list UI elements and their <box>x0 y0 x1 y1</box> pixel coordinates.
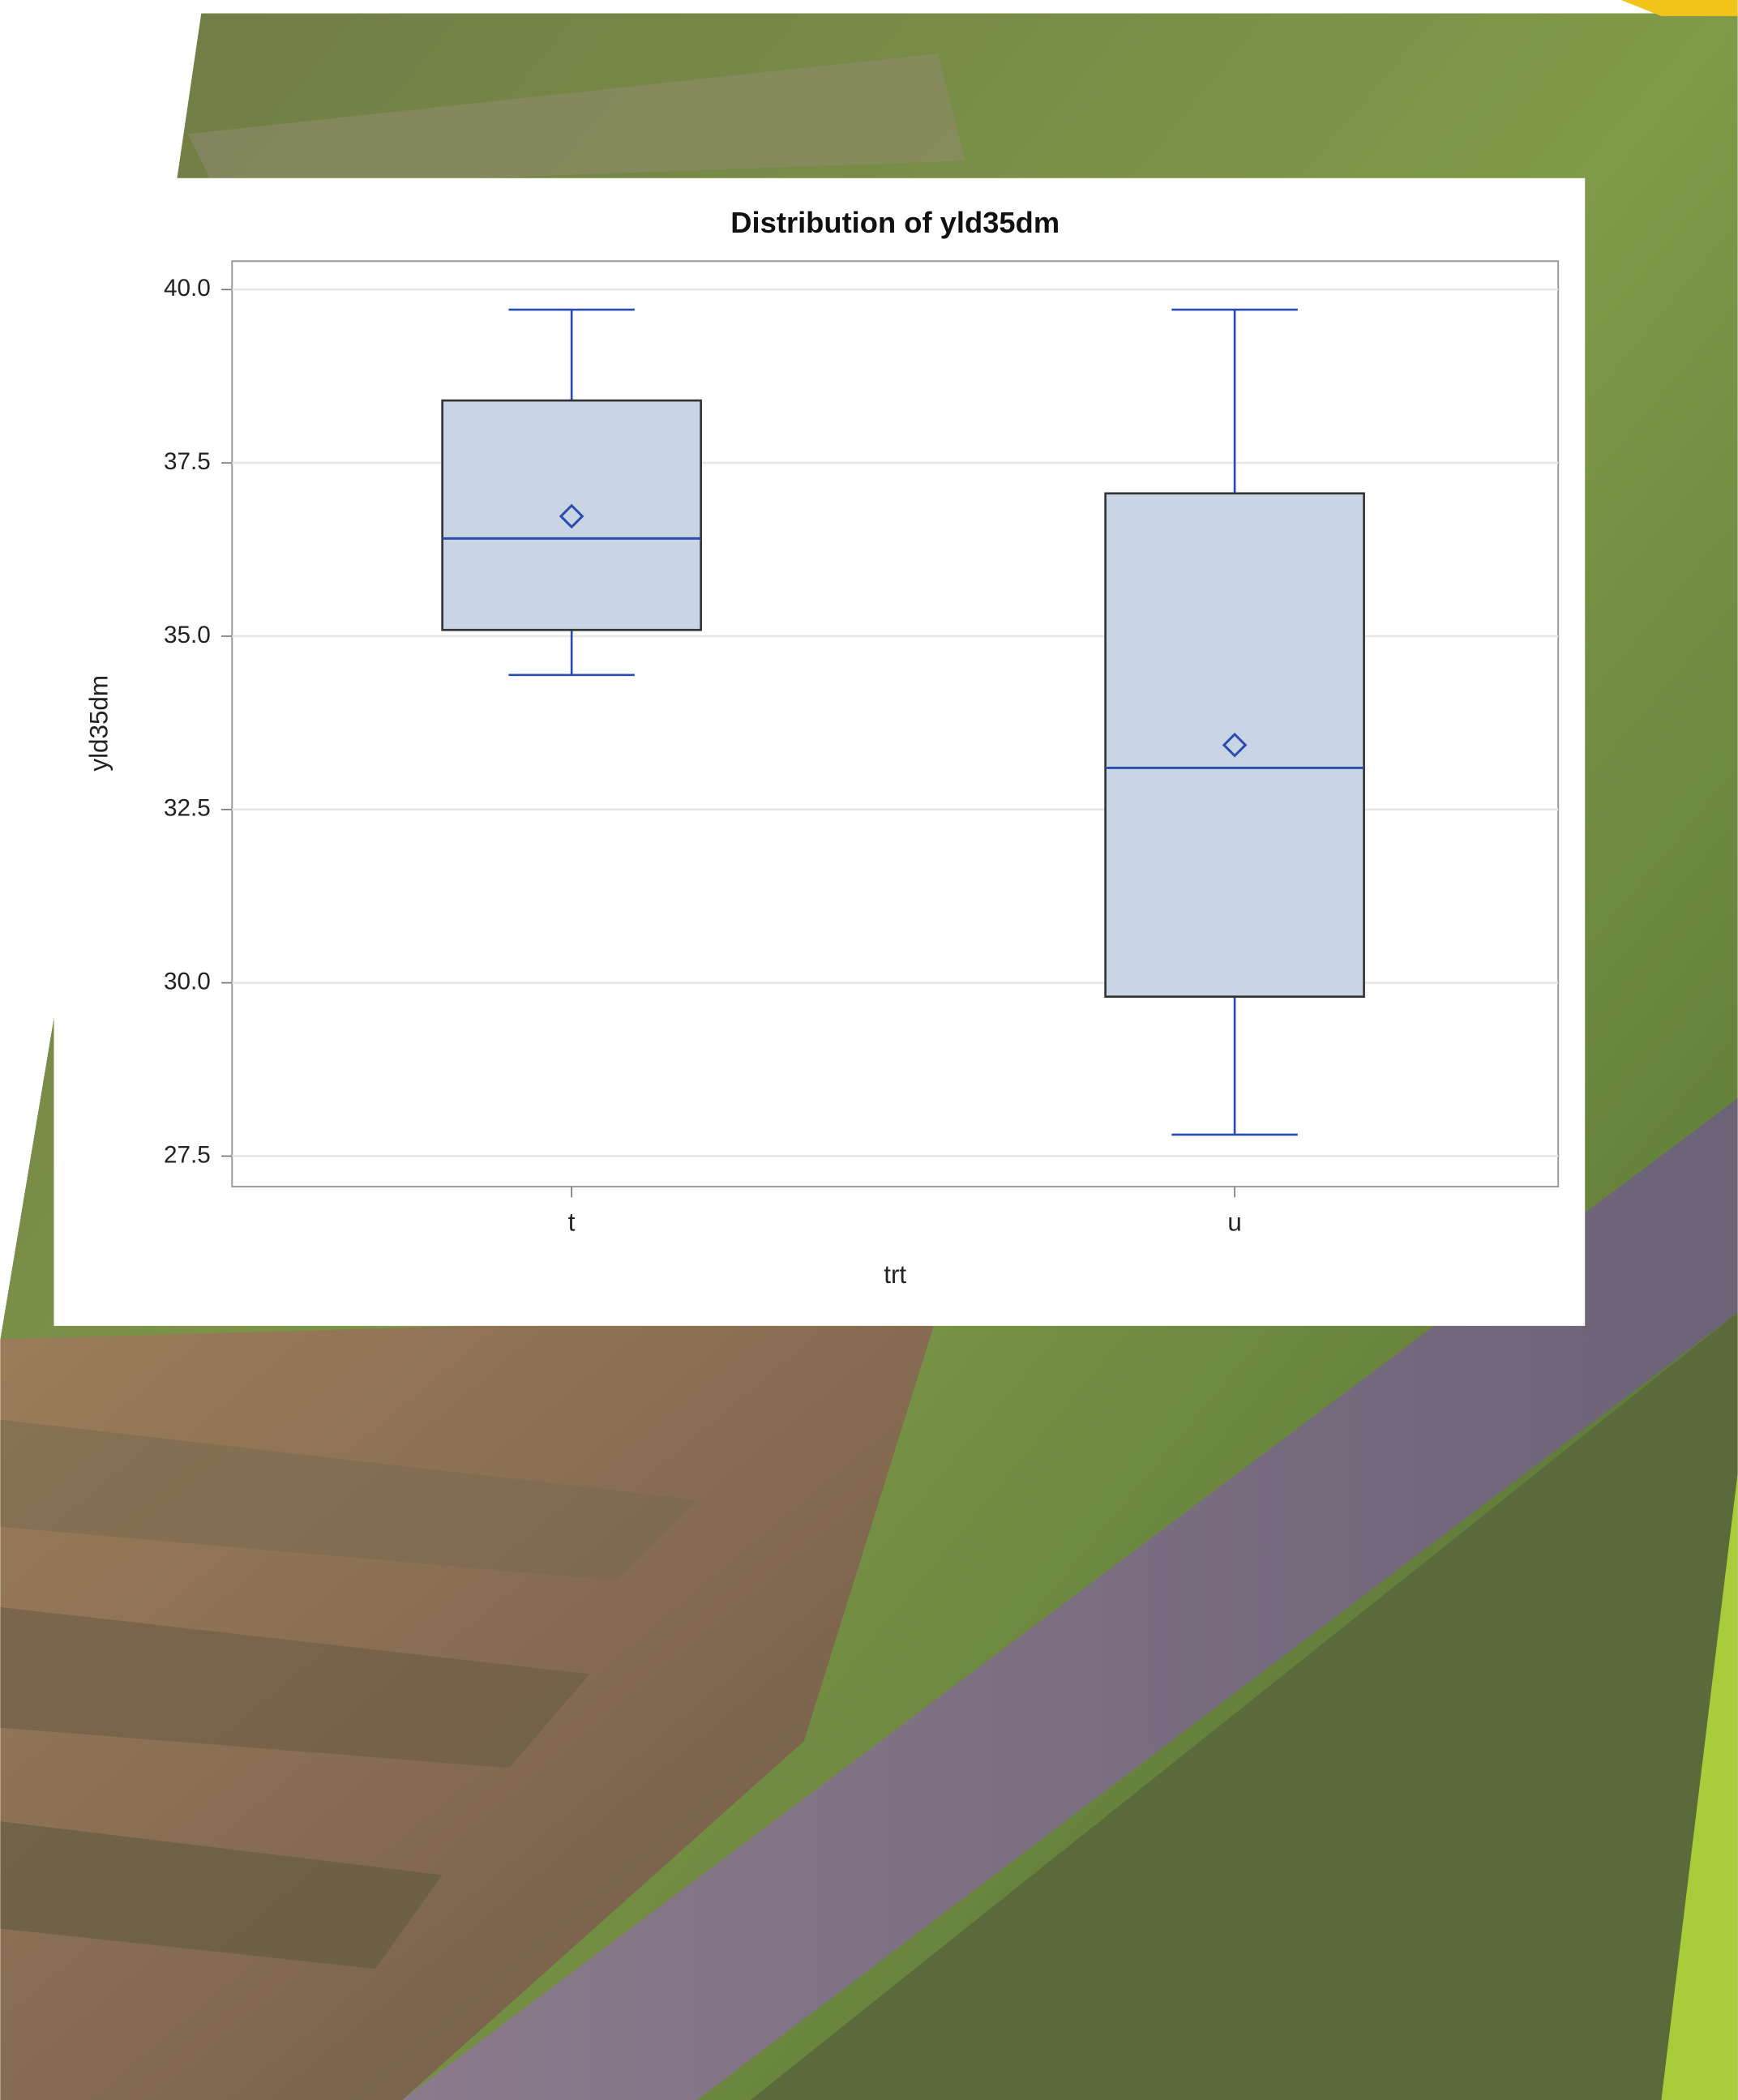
x-tick-label: t <box>568 1208 576 1237</box>
mean-marker <box>1222 732 1248 758</box>
x-axis-label: trt <box>884 1260 906 1289</box>
y-tick-label: 37.5 <box>164 448 211 475</box>
y-tick-label: 32.5 <box>164 795 211 822</box>
y-tick-label: 35.0 <box>164 622 211 648</box>
marks <box>441 308 1365 1136</box>
y-axis-label: yld35dm <box>85 675 113 772</box>
y-tick-label: 40.0 <box>164 275 211 302</box>
chart-title: Distribution of yld35dm <box>730 206 1059 239</box>
y-tick-label: 30.0 <box>164 968 211 994</box>
box <box>441 399 702 631</box>
mean-marker <box>559 503 584 529</box>
box <box>1104 492 1365 999</box>
x-tick-label: u <box>1227 1208 1241 1237</box>
y-tick-label: 27.5 <box>164 1141 211 1168</box>
